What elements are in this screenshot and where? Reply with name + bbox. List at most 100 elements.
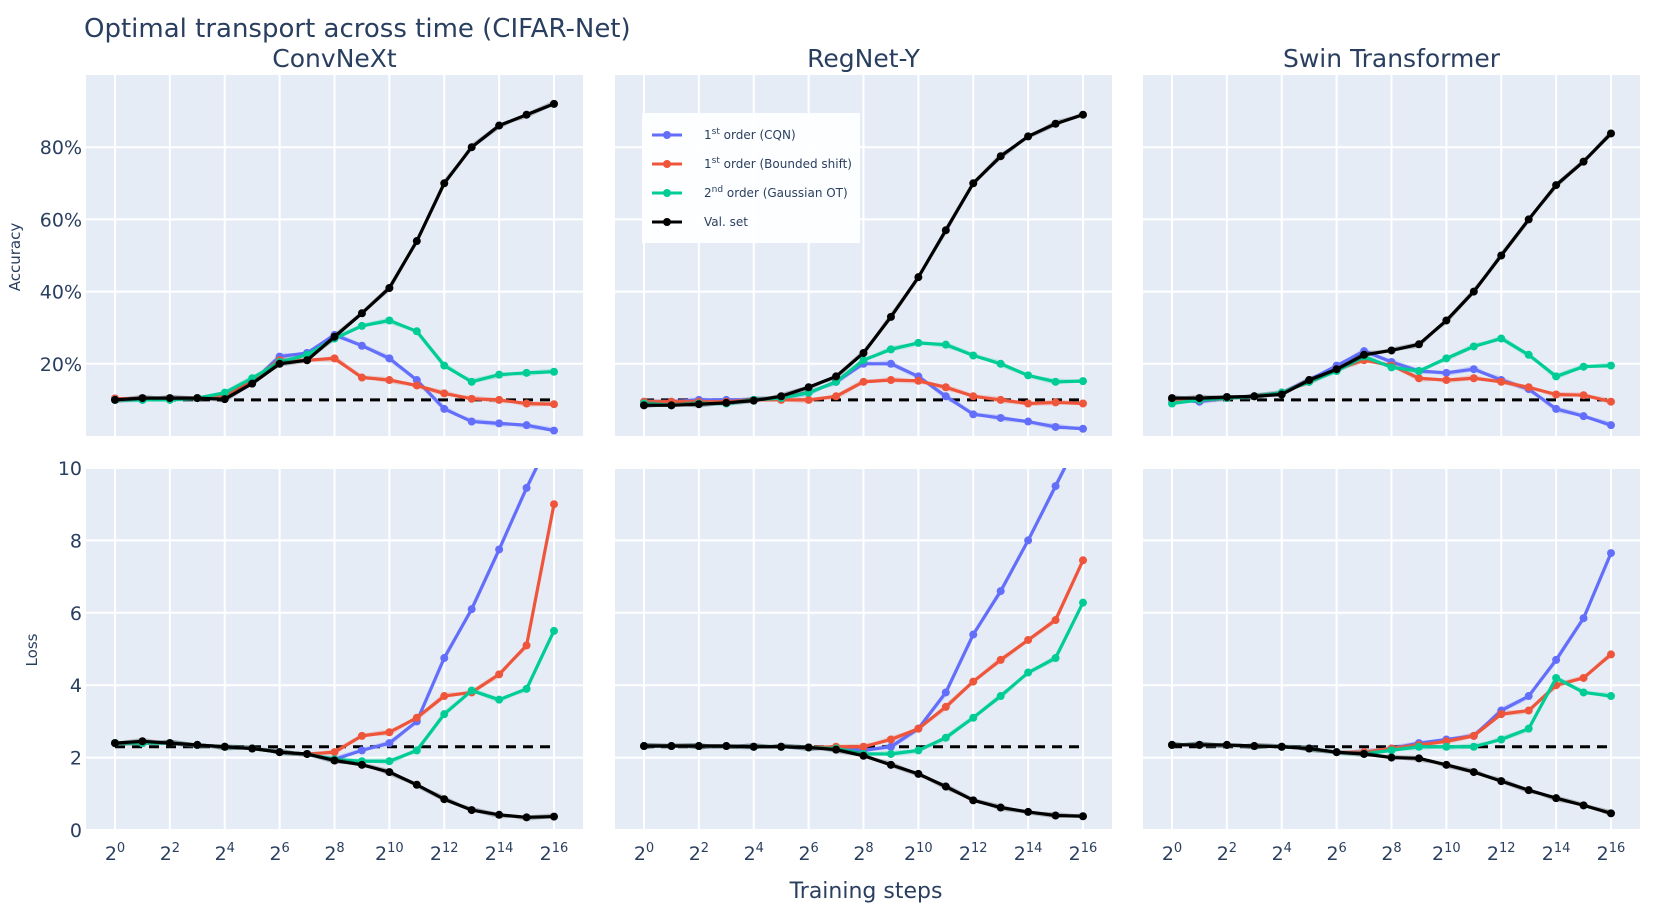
gaussian-point bbox=[1414, 367, 1423, 376]
val-point bbox=[832, 745, 841, 754]
val-point bbox=[1305, 376, 1314, 385]
val-point bbox=[1607, 809, 1615, 818]
bounded-point bbox=[412, 381, 421, 390]
x-tick-label: 26 bbox=[1326, 841, 1346, 865]
gaussian-point bbox=[969, 713, 978, 722]
val-point bbox=[522, 110, 531, 119]
x-tick-label: 216 bbox=[540, 841, 569, 865]
x-axis-title: Training steps bbox=[789, 879, 943, 904]
val-point bbox=[996, 152, 1005, 161]
val-point bbox=[804, 743, 813, 752]
val-point bbox=[248, 744, 257, 753]
val-point bbox=[914, 273, 923, 282]
cqn-point bbox=[969, 410, 978, 419]
val-point bbox=[275, 748, 284, 757]
bounded-point bbox=[914, 724, 923, 733]
gaussian-point bbox=[1024, 371, 1033, 380]
val-point bbox=[440, 795, 449, 804]
val-point bbox=[220, 742, 229, 751]
x-tick-label: 214 bbox=[1014, 841, 1043, 865]
x-tick-label: 210 bbox=[904, 841, 933, 865]
chart-title: Optimal transport across time (CIFAR-Net… bbox=[84, 14, 631, 44]
bounded-point bbox=[385, 728, 394, 737]
gaussian-point bbox=[522, 368, 531, 377]
legend-label: 2nd order (Gaussian OT) bbox=[704, 185, 848, 200]
bounded-point bbox=[1579, 673, 1588, 682]
bounded-point bbox=[330, 354, 339, 363]
x-tick-label: 214 bbox=[485, 841, 514, 865]
bounded-point bbox=[859, 742, 868, 751]
val-point bbox=[138, 394, 147, 403]
gaussian-point bbox=[1469, 342, 1478, 351]
bounded-point bbox=[550, 400, 558, 409]
plot-area bbox=[640, 110, 1087, 433]
plot-area bbox=[1168, 129, 1615, 430]
gaussian-point bbox=[914, 746, 923, 755]
cqn-point bbox=[385, 354, 394, 363]
x-tick-label: 22 bbox=[689, 841, 709, 865]
bounded-point bbox=[1024, 635, 1033, 644]
val-point bbox=[193, 394, 202, 403]
bounded-point bbox=[1524, 383, 1533, 392]
cqn-point bbox=[495, 545, 504, 554]
bounded-point bbox=[832, 392, 841, 401]
val-point bbox=[1195, 394, 1204, 403]
val-point bbox=[550, 99, 558, 108]
bounded-point bbox=[941, 702, 950, 711]
y-tick-label: 0 bbox=[70, 820, 82, 842]
cqn-point bbox=[1579, 412, 1588, 421]
val-point bbox=[1552, 181, 1561, 190]
bounded-point bbox=[1051, 616, 1060, 625]
gaussian-point bbox=[1552, 673, 1561, 682]
bounded-point bbox=[440, 692, 449, 701]
gaussian-point bbox=[1051, 654, 1060, 663]
val-point bbox=[303, 356, 312, 365]
gaussian-point bbox=[385, 316, 394, 325]
y-tick-label: 2 bbox=[70, 748, 82, 770]
cqn-point bbox=[495, 419, 504, 428]
val-point bbox=[1579, 801, 1588, 810]
accuracy-subplot: 20% 40% 60% 80% bbox=[40, 75, 583, 436]
val-point bbox=[165, 739, 174, 748]
x-tick-label: 210 bbox=[1432, 841, 1461, 865]
gaussian-point bbox=[1442, 354, 1451, 363]
cqn-point bbox=[1024, 417, 1033, 426]
val-point bbox=[1079, 812, 1087, 821]
gaussian-point bbox=[357, 321, 366, 330]
val-point bbox=[667, 742, 676, 751]
gaussian-point bbox=[1497, 735, 1506, 744]
bounded-point bbox=[1524, 706, 1533, 715]
val-point bbox=[111, 739, 119, 748]
panel-title: ConvNeXt bbox=[272, 44, 397, 73]
y-tick-label: 60% bbox=[40, 209, 82, 231]
y-tick-label: 4 bbox=[70, 675, 82, 697]
val-point bbox=[495, 121, 504, 130]
gaussian-point bbox=[522, 684, 531, 693]
val-point bbox=[1524, 215, 1533, 224]
val-point bbox=[1360, 749, 1369, 758]
x-tick-label: 22 bbox=[160, 841, 180, 865]
val-point bbox=[1168, 394, 1176, 403]
cqn-point bbox=[467, 605, 476, 614]
val-point bbox=[385, 283, 394, 292]
gaussian-point bbox=[1051, 377, 1060, 386]
val-point bbox=[886, 312, 895, 321]
bounded-point bbox=[550, 500, 558, 509]
bounded-point bbox=[412, 713, 421, 722]
cqn-point bbox=[440, 404, 449, 413]
bounded-point bbox=[804, 395, 813, 404]
plot-area bbox=[640, 468, 1087, 821]
val-point bbox=[357, 309, 366, 318]
val-point bbox=[1332, 748, 1341, 757]
val-point bbox=[1607, 129, 1615, 138]
val-point bbox=[550, 812, 558, 821]
val-point bbox=[1497, 251, 1506, 260]
val-point bbox=[694, 400, 703, 409]
cqn-point bbox=[1552, 404, 1561, 413]
val-point bbox=[357, 760, 366, 769]
panel-title: Swin Transformer bbox=[1283, 44, 1501, 73]
val-point bbox=[832, 372, 841, 381]
gaussian-point bbox=[1579, 362, 1588, 371]
bounded-point bbox=[996, 655, 1005, 664]
